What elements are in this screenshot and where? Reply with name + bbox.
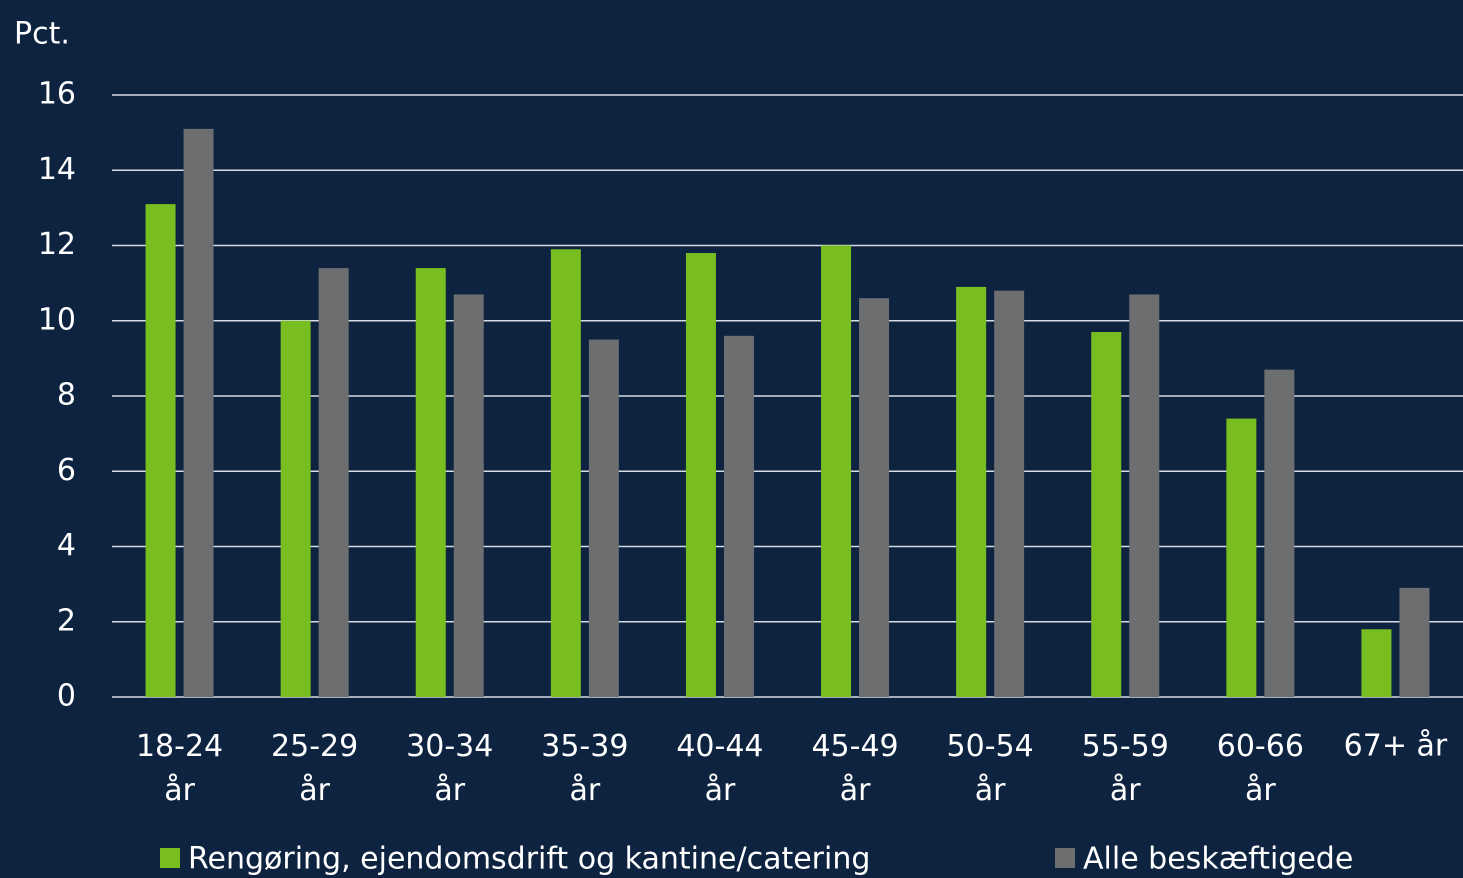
legend-swatch — [1055, 848, 1075, 868]
x-tick-line: år — [164, 773, 195, 808]
bar — [1361, 629, 1392, 697]
x-tick-line: 60-66 — [1217, 729, 1304, 764]
x-tick-line: år — [705, 773, 736, 808]
bar — [318, 268, 349, 697]
bar — [453, 294, 484, 697]
bar — [588, 339, 619, 697]
y-tick-label: 12 — [38, 227, 76, 262]
bar — [1264, 369, 1295, 697]
x-tick-line: år — [975, 773, 1006, 808]
bar — [550, 249, 581, 697]
x-tick-line: 25-29 — [271, 729, 358, 764]
x-tick-label: 40-44 år — [676, 729, 763, 808]
x-tick-line: år — [1110, 773, 1141, 808]
bar — [859, 298, 890, 697]
x-tick-line: år — [840, 773, 871, 808]
x-tick-line: år — [434, 773, 465, 808]
y-tick-label: 6 — [57, 453, 76, 488]
legend-label: Rengøring, ejendomsdrift og kantine/cate… — [188, 842, 870, 877]
x-tick-label: 25-29 år — [271, 729, 358, 808]
bar — [1399, 587, 1430, 697]
x-tick-line: 50-54 — [947, 729, 1034, 764]
bar — [183, 128, 214, 698]
x-tick-label: 67+ år — [1344, 729, 1448, 764]
y-tick-label: 4 — [57, 528, 76, 563]
y-tick-label: 8 — [57, 378, 76, 413]
x-tick-line: 35-39 — [541, 729, 628, 764]
bar — [685, 253, 716, 697]
bar — [1129, 294, 1160, 697]
x-tick-line: 45-49 — [811, 729, 898, 764]
y-tick-label: 0 — [57, 679, 76, 714]
x-tick-line: 18-24 — [136, 729, 223, 764]
x-tick-line: år — [1245, 773, 1276, 808]
x-tick-label: 45-49 år — [811, 729, 898, 808]
bar — [1226, 418, 1257, 697]
x-tick-label: 60-66 år — [1217, 729, 1304, 808]
y-tick-label: 16 — [38, 77, 76, 112]
x-tick-line: 40-44 — [676, 729, 763, 764]
bar — [280, 320, 311, 697]
bar — [994, 290, 1025, 697]
x-tick-line: år — [299, 773, 330, 808]
x-tick-label: 18-24 år — [136, 729, 223, 808]
bar — [956, 286, 987, 697]
x-tick-line: år — [569, 773, 600, 808]
legend-swatch — [160, 848, 180, 868]
legend-label: Alle beskæftigede — [1083, 842, 1353, 877]
bar — [821, 245, 852, 697]
bar — [145, 204, 176, 698]
bar — [723, 335, 754, 697]
bar — [1091, 332, 1122, 697]
y-tick-label: 10 — [38, 302, 76, 337]
y-tick-label: 2 — [57, 603, 76, 638]
bar — [415, 268, 446, 697]
y-tick-label: 14 — [38, 152, 76, 187]
x-tick-label: 30-34 år — [406, 729, 493, 808]
x-tick-label: 35-39 år — [541, 729, 628, 808]
y-axis-label: Pct. — [14, 17, 70, 52]
x-tick-line: 30-34 — [406, 729, 493, 764]
x-tick-label: 55-59 år — [1082, 729, 1169, 808]
x-tick-label: 50-54 år — [947, 729, 1034, 808]
x-tick-line: 55-59 — [1082, 729, 1169, 764]
